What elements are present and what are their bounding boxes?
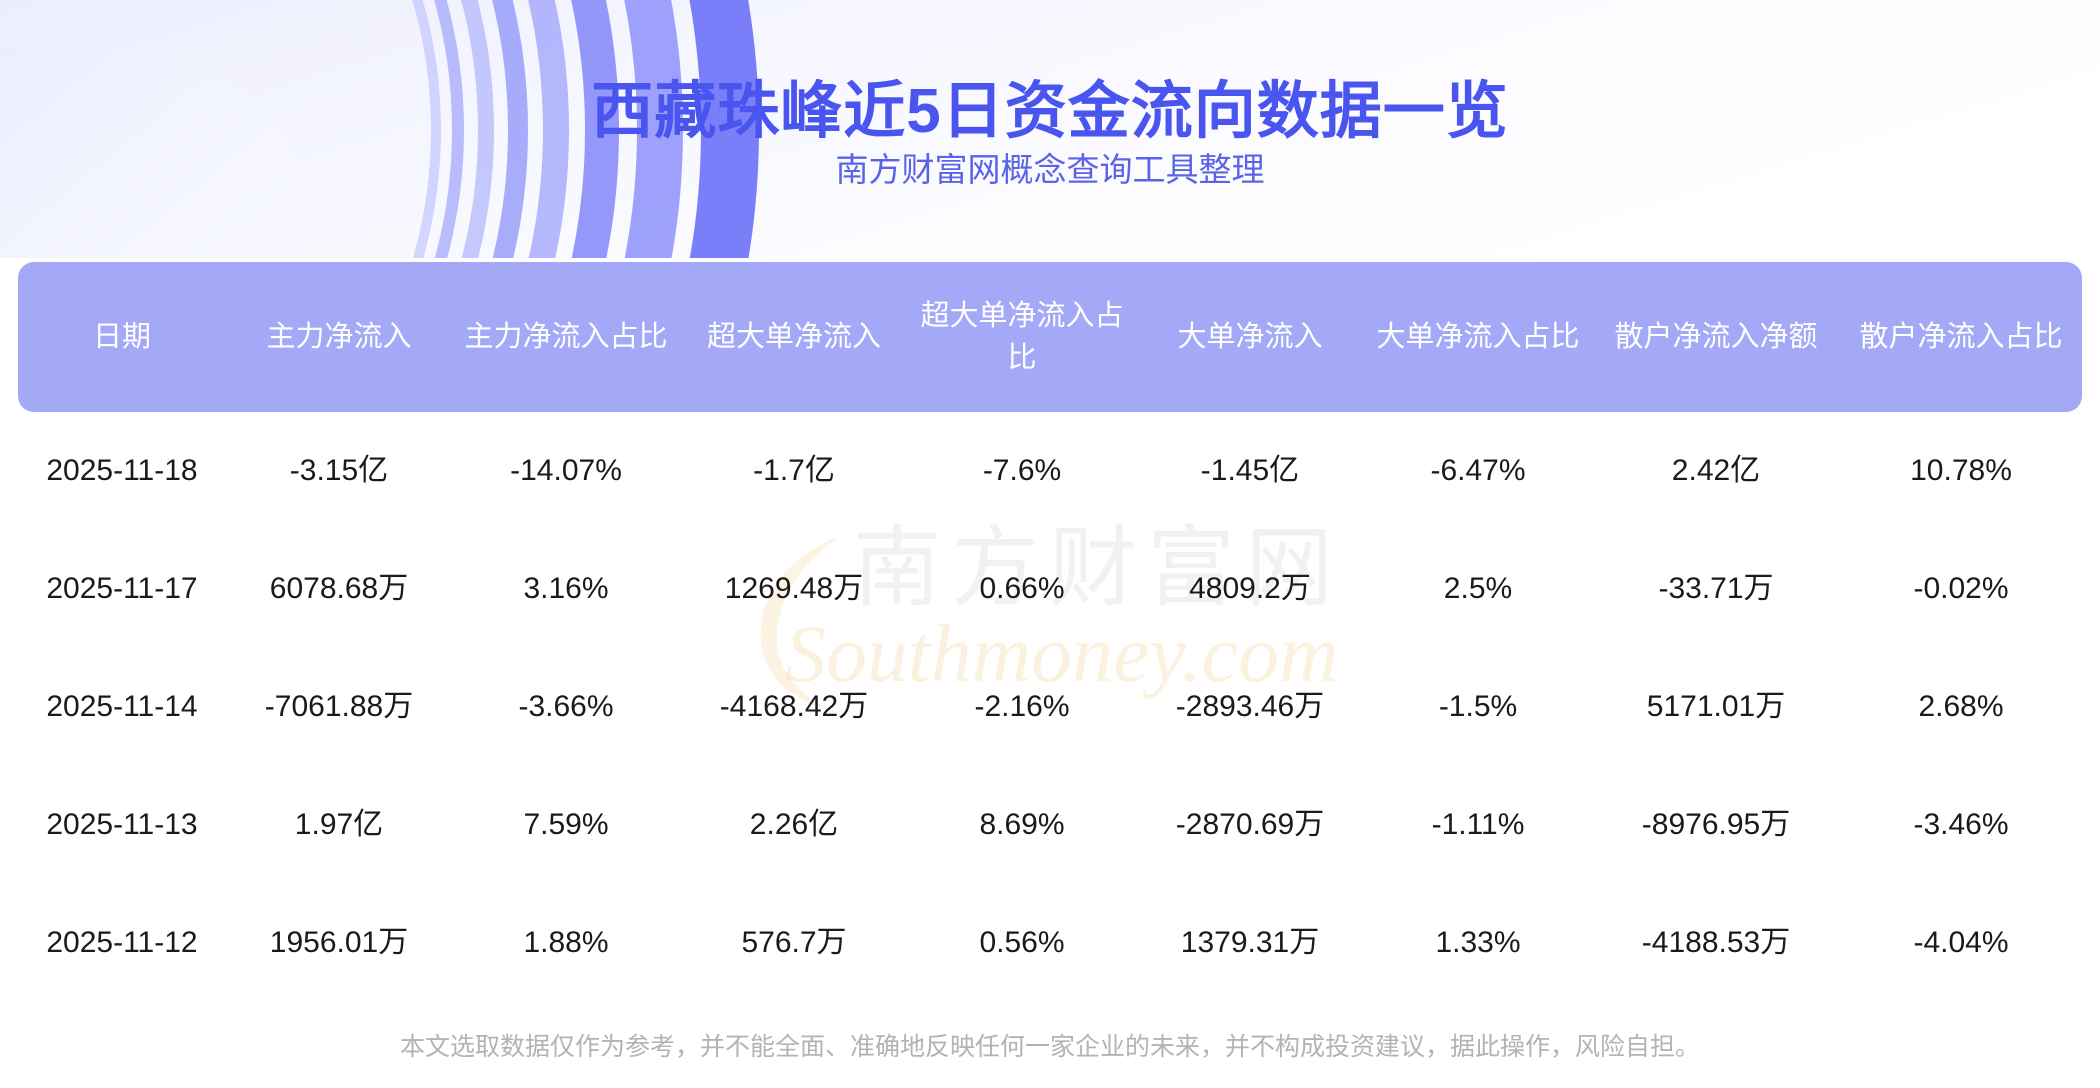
cell-xl-pct: 0.66% xyxy=(979,572,1065,605)
column-header-extra-large-net-inflow-pct: 超大单净流入占比 xyxy=(908,262,1136,412)
cell-xl-pct: 0.56% xyxy=(979,926,1065,959)
cell-main-net: 1956.01万 xyxy=(269,926,409,959)
table-row: 2025-11-13 1.97亿 7.59% 2.26亿 8.69% -2870… xyxy=(18,766,2082,884)
table-body: 2025-11-18 -3.15亿 -14.07% -1.7亿 -7.6% -1… xyxy=(18,412,2082,1002)
cell-main-net: 6078.68万 xyxy=(269,572,409,605)
cell-lg-net: -1.45亿 xyxy=(1200,454,1300,487)
column-header-extra-large-net-inflow: 超大单净流入 xyxy=(680,262,908,412)
page-title: 西藏珠峰近5日资金流向数据一览 xyxy=(591,76,1509,146)
cell-main-pct: -3.66% xyxy=(518,690,614,723)
cell-lg-pct: 2.5% xyxy=(1443,572,1513,605)
cell-lg-pct: -6.47% xyxy=(1430,454,1526,487)
column-header-date: 日期 xyxy=(18,262,226,412)
disclaimer-text: 本文选取数据仅作为参考，并不能全面、准确地反映任何一家企业的未来，并不构成投资建… xyxy=(399,1033,1700,1061)
table-row: 2025-11-14 -7061.88万 -3.66% -4168.42万 -2… xyxy=(18,648,2082,766)
cell-date: 2025-11-17 xyxy=(46,572,198,605)
cell-retail-pct: -0.02% xyxy=(1913,572,2009,605)
cell-retail-pct: -4.04% xyxy=(1913,926,2009,959)
cell-main-pct: 1.88% xyxy=(523,926,609,959)
cell-lg-net: -2893.46万 xyxy=(1175,690,1325,723)
cell-date: 2025-11-18 xyxy=(46,454,198,487)
cell-xl-pct: 8.69% xyxy=(979,808,1065,841)
cell-main-pct: 7.59% xyxy=(523,808,609,841)
cell-main-pct: -14.07% xyxy=(510,454,622,487)
cell-lg-net: 4809.2万 xyxy=(1189,572,1311,605)
cell-date: 2025-11-12 xyxy=(46,926,198,959)
fund-flow-table-wrapper: 日期 主力净流入 主力净流入占比 超大单净流入 超大单净流入占比 大单净流入 大… xyxy=(18,262,2082,1002)
cell-retail-net: 2.42亿 xyxy=(1671,454,1761,487)
cell-xl-net: -4168.42万 xyxy=(719,690,869,723)
cell-date: 2025-11-14 xyxy=(46,690,198,723)
table-row: 2025-11-18 -3.15亿 -14.07% -1.7亿 -7.6% -1… xyxy=(18,412,2082,530)
fund-flow-table: 日期 主力净流入 主力净流入占比 超大单净流入 超大单净流入占比 大单净流入 大… xyxy=(18,262,2082,1002)
cell-xl-net: -1.7亿 xyxy=(753,454,835,487)
cell-xl-net: 1269.48万 xyxy=(724,572,864,605)
column-header-large-net-inflow: 大单净流入 xyxy=(1136,262,1364,412)
cell-lg-pct: -1.5% xyxy=(1438,690,1518,723)
cell-main-net: -3.15亿 xyxy=(289,454,389,487)
cell-retail-pct: 10.78% xyxy=(1910,454,2012,487)
banner-decoration-svg xyxy=(0,0,2100,258)
header-banner xyxy=(0,0,2100,258)
cell-retail-pct: -3.46% xyxy=(1913,808,2009,841)
cell-retail-pct: 2.68% xyxy=(1918,690,2004,723)
table-header-row: 日期 主力净流入 主力净流入占比 超大单净流入 超大单净流入占比 大单净流入 大… xyxy=(18,262,2082,412)
column-header-main-net-inflow-pct: 主力净流入占比 xyxy=(452,262,680,412)
cell-main-net: 1.97亿 xyxy=(294,808,384,841)
cell-retail-net: -8976.95万 xyxy=(1641,808,1791,841)
cell-xl-pct: -2.16% xyxy=(974,690,1070,723)
cell-retail-net: 5171.01万 xyxy=(1646,690,1786,723)
table-row: 2025-11-12 1956.01万 1.88% 576.7万 0.56% 1… xyxy=(18,884,2082,1002)
cell-retail-net: -4188.53万 xyxy=(1641,926,1791,959)
column-header-retail-net-inflow: 散户净流入净额 xyxy=(1592,262,1840,412)
cell-lg-net: 1379.31万 xyxy=(1180,926,1320,959)
table-header: 日期 主力净流入 主力净流入占比 超大单净流入 超大单净流入占比 大单净流入 大… xyxy=(18,262,2082,412)
cell-date: 2025-11-13 xyxy=(46,808,198,841)
cell-retail-net: -33.71万 xyxy=(1658,572,1774,605)
cell-xl-net: 2.26亿 xyxy=(749,808,839,841)
page-subtitle: 南方财富网概念查询工具整理 xyxy=(835,151,1265,188)
column-header-main-net-inflow: 主力净流入 xyxy=(226,262,452,412)
cell-main-pct: 3.16% xyxy=(523,572,609,605)
cell-lg-pct: -1.11% xyxy=(1431,808,1525,841)
column-header-large-net-inflow-pct: 大单净流入占比 xyxy=(1364,262,1592,412)
column-header-retail-net-inflow-pct: 散户净流入占比 xyxy=(1840,262,2082,412)
cell-xl-net: 576.7万 xyxy=(741,926,847,959)
table-row: 2025-11-17 6078.68万 3.16% 1269.48万 0.66%… xyxy=(18,530,2082,648)
cell-main-net: -7061.88万 xyxy=(264,690,414,723)
cell-xl-pct: -7.6% xyxy=(982,454,1062,487)
cell-lg-net: -2870.69万 xyxy=(1175,808,1325,841)
cell-lg-pct: 1.33% xyxy=(1435,926,1521,959)
